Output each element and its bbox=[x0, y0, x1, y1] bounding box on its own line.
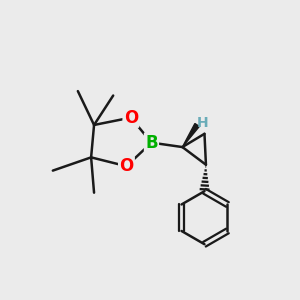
Text: B: B bbox=[145, 134, 158, 152]
Polygon shape bbox=[182, 124, 199, 147]
Text: O: O bbox=[119, 157, 134, 175]
Text: H: H bbox=[196, 116, 208, 130]
Text: O: O bbox=[124, 109, 138, 127]
